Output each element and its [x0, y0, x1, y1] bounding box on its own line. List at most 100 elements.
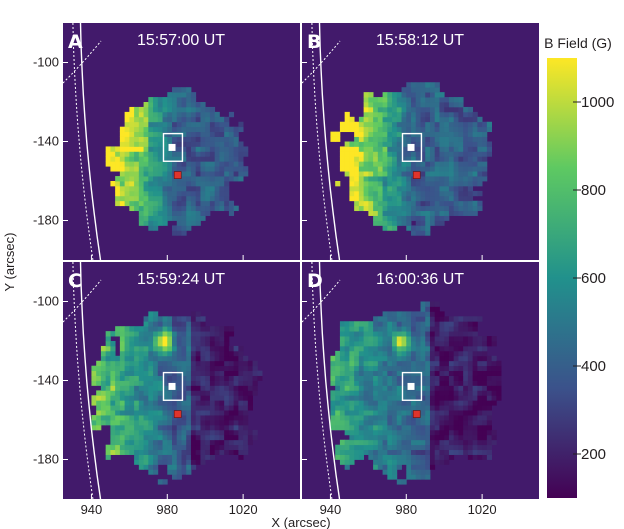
- heatmap-cell: [228, 210, 235, 216]
- heatmap-cell: [396, 146, 402, 152]
- heatmap-cell: [238, 176, 244, 182]
- heatmap-cell: [420, 146, 426, 152]
- heatmap-cell: [354, 429, 360, 436]
- heatmap-cell: [396, 171, 402, 177]
- heatmap-cell: [463, 365, 469, 372]
- heatmap-cell: [157, 215, 163, 221]
- heatmap-cell: [134, 336, 140, 342]
- heatmap-cell: [467, 429, 474, 436]
- heatmap-cell: [209, 454, 216, 460]
- heatmap-cell: [392, 444, 398, 451]
- heatmap-cell: [344, 341, 350, 347]
- heatmap-cell: [148, 375, 154, 381]
- heatmap-cell: [233, 350, 239, 357]
- heatmap-cell: [190, 311, 197, 317]
- heatmap-cell: [148, 380, 154, 386]
- heatmap-cell: [363, 161, 369, 167]
- heatmap-cell: [105, 151, 111, 157]
- heatmap-cell: [219, 136, 225, 142]
- heatmap-cell: [219, 444, 225, 451]
- heatmap-cell: [472, 166, 478, 172]
- heatmap-cell: [467, 395, 474, 401]
- heatmap-cell: [477, 454, 483, 460]
- highlight-box: [162, 132, 184, 162]
- heatmap-cell: [415, 434, 421, 441]
- heatmap-cell: [200, 166, 206, 172]
- heatmap-cell: [148, 350, 154, 357]
- heatmap-cell: [496, 385, 502, 391]
- heatmap-cell: [143, 146, 149, 152]
- heatmap-cell: [243, 375, 249, 381]
- heatmap-cell: [243, 449, 249, 455]
- heatmap-cell: [444, 405, 450, 411]
- heatmap-cell: [368, 111, 374, 118]
- heatmap-cell: [396, 459, 402, 465]
- heatmap-cell: [200, 161, 206, 167]
- heatmap-cell: [429, 454, 436, 460]
- heatmap-cell: [195, 156, 201, 162]
- heatmap-cell: [176, 215, 182, 221]
- heatmap-cell: [382, 355, 388, 362]
- heatmap-cell: [134, 106, 140, 113]
- heatmap-cell: [392, 151, 398, 157]
- heatmap-cell: [186, 390, 192, 396]
- heatmap-cell: [243, 424, 249, 431]
- heatmap-cell: [387, 166, 393, 172]
- heatmap-cell: [167, 121, 173, 128]
- heatmap-cell: [219, 380, 225, 386]
- heatmap-cell: [115, 420, 121, 426]
- heatmap-cell: [368, 454, 374, 460]
- heatmap-cell: [209, 405, 216, 411]
- heatmap-cell: [233, 370, 239, 376]
- heatmap-cell: [134, 171, 140, 177]
- heatmap-cell: [472, 326, 478, 332]
- heatmap-cell: [157, 410, 163, 416]
- heatmap-cell: [110, 375, 116, 381]
- heatmap-cell: [148, 336, 154, 342]
- heatmap-cell: [373, 395, 379, 401]
- heatmap-cell: [477, 151, 483, 157]
- heatmap-cell: [167, 136, 173, 142]
- heatmap-cell: [387, 444, 393, 451]
- heatmap-cell: [115, 400, 121, 406]
- heatmap-cell: [110, 400, 116, 406]
- heatmap-cell: [148, 215, 154, 221]
- heatmap-cell: [467, 454, 474, 460]
- heatmap-cell: [472, 176, 478, 182]
- heatmap-cell: [429, 336, 436, 342]
- heatmap-cell: [406, 151, 412, 157]
- heatmap-cell: [134, 111, 140, 118]
- heatmap-cell: [124, 449, 130, 455]
- heatmap-cell: [429, 156, 436, 162]
- heatmap-cell: [425, 92, 431, 98]
- heatmap-cell: [382, 370, 388, 376]
- heatmap-cell: [429, 166, 436, 172]
- heatmap-cell: [448, 210, 455, 216]
- heatmap-cell: [195, 405, 201, 411]
- heatmap-cell: [358, 420, 365, 426]
- heatmap-cell: [339, 449, 346, 455]
- heatmap-cell: [339, 345, 346, 352]
- heatmap-cell: [209, 195, 216, 202]
- heatmap-cell: [105, 405, 111, 411]
- heatmap-cell: [415, 195, 421, 202]
- heatmap-cell: [434, 171, 440, 177]
- heatmap-cell: [162, 116, 168, 123]
- heatmap-cell: [110, 166, 116, 172]
- heatmap-cell: [335, 400, 341, 406]
- heatmap-cell: [434, 111, 440, 118]
- heatmap-cell: [209, 121, 216, 128]
- heatmap-cell: [134, 136, 140, 142]
- heatmap-cell: [425, 341, 431, 347]
- heatmap-cell: [96, 380, 102, 386]
- heatmap-cell: [387, 146, 393, 152]
- heatmap-cell: [214, 345, 220, 352]
- heatmap-cell: [458, 439, 464, 446]
- heatmap-cell: [392, 336, 398, 342]
- heatmap-cell: [119, 200, 126, 207]
- heatmap-cell: [129, 106, 135, 113]
- heatmap-cell: [439, 459, 445, 465]
- heatmap-cell: [238, 156, 244, 162]
- heatmap-cell: [477, 131, 483, 137]
